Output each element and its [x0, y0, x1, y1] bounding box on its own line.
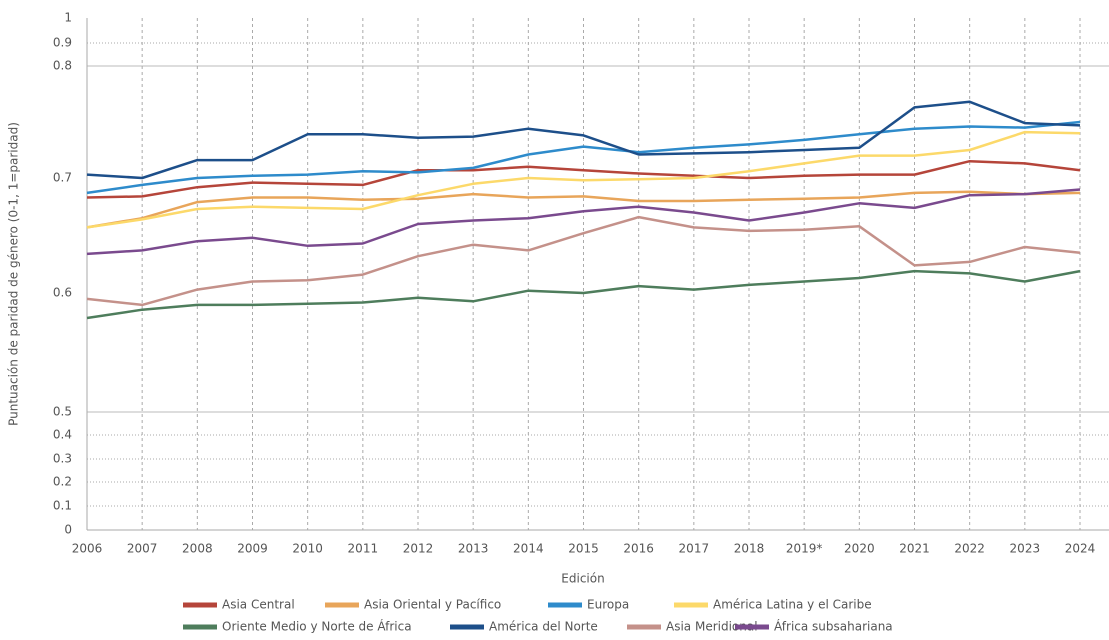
y-tick-label: 0.4: [53, 428, 72, 442]
x-tick-label: 2020: [844, 542, 875, 556]
x-axis-label: Edición: [561, 572, 604, 586]
y-tick-label: 0.7: [53, 171, 72, 185]
x-tick-label: 2019*: [786, 542, 823, 556]
y-tick-label: 0.5: [53, 405, 72, 419]
series-line: [86, 188, 1081, 256]
x-tick-label: 2023: [1010, 542, 1041, 556]
y-tick-label: 0: [64, 523, 72, 537]
x-tick-label: 2007: [127, 542, 158, 556]
x-tick-label: 2012: [403, 542, 434, 556]
y-tick-label: 1: [64, 11, 72, 25]
x-tick-label: 2013: [458, 542, 489, 556]
x-tick-label: 2014: [513, 542, 544, 556]
legend-label: África subsahariana: [774, 619, 893, 634]
x-tick-label: 2022: [954, 542, 985, 556]
series-line: [86, 130, 1081, 229]
x-tick-label: 2010: [292, 542, 323, 556]
x-tick-label: 2017: [679, 542, 710, 556]
x-tick-label: 2016: [623, 542, 654, 556]
legend-label: Asia Oriental y Pacífico: [364, 598, 501, 612]
x-tick-label: 2009: [237, 542, 268, 556]
legend-label: Asia Central: [222, 598, 295, 612]
series-line: [86, 269, 1081, 320]
legend-label: Asia Meridional: [666, 620, 758, 634]
x-tick-label: 2006: [72, 542, 103, 556]
series-line: [86, 215, 1081, 307]
x-tick-label: 2021: [899, 542, 930, 556]
legend-label: América del Norte: [489, 620, 598, 634]
x-tick-label: 2011: [348, 542, 379, 556]
x-tick-label: 2015: [568, 542, 599, 556]
series-line: [86, 100, 1081, 180]
series-line: [86, 159, 1081, 199]
x-tick-label: 2018: [734, 542, 765, 556]
y-tick-label: 0.3: [53, 452, 72, 466]
x-tick-label: 2008: [182, 542, 213, 556]
legend-label: América Latina y el Caribe: [713, 598, 872, 612]
y-tick-label: 0.9: [53, 36, 72, 50]
y-axis-label: Puntuación de paridad de género (0-1, 1=…: [7, 122, 21, 426]
series-line: [86, 190, 1081, 229]
y-tick-label: 0.2: [53, 475, 72, 489]
x-tick-label: 2024: [1065, 542, 1096, 556]
legend-label: Europa: [587, 598, 629, 612]
y-tick-label: 0.6: [53, 286, 72, 300]
legend-label: Oriente Medio y Norte de África: [222, 619, 412, 634]
y-tick-label: 0.8: [53, 59, 72, 73]
series-line: [86, 120, 1081, 195]
y-tick-label: 0.1: [53, 499, 72, 513]
